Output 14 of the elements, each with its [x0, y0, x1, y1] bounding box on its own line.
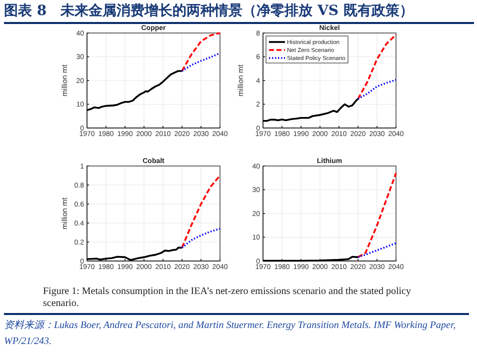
line-series	[181, 228, 221, 249]
text: 图表 8 未来金属消费增长的两种情景（净零排放 VS 既有政策）	[4, 2, 474, 24]
text: 资料来源：Lukas Boer, Andrea Pescatori, and Martin Stuermer. Energy Transition Metals. IMF Working Paper, WP/21/243.	[4, 313, 469, 350]
line-series	[357, 172, 397, 258]
caption: Figure 1: Metals consumption in the IEA’s net-zero emissions scenario and the stated policy scenario.	[43, 286, 412, 310]
line-series	[357, 79, 397, 100]
line-series	[357, 34, 397, 100]
line-series	[86, 70, 183, 112]
line-series	[357, 242, 397, 258]
line-series	[181, 32, 221, 72]
line-series	[181, 52, 221, 72]
line-series	[181, 174, 221, 249]
line-series	[262, 98, 359, 122]
line-series	[86, 246, 183, 261]
